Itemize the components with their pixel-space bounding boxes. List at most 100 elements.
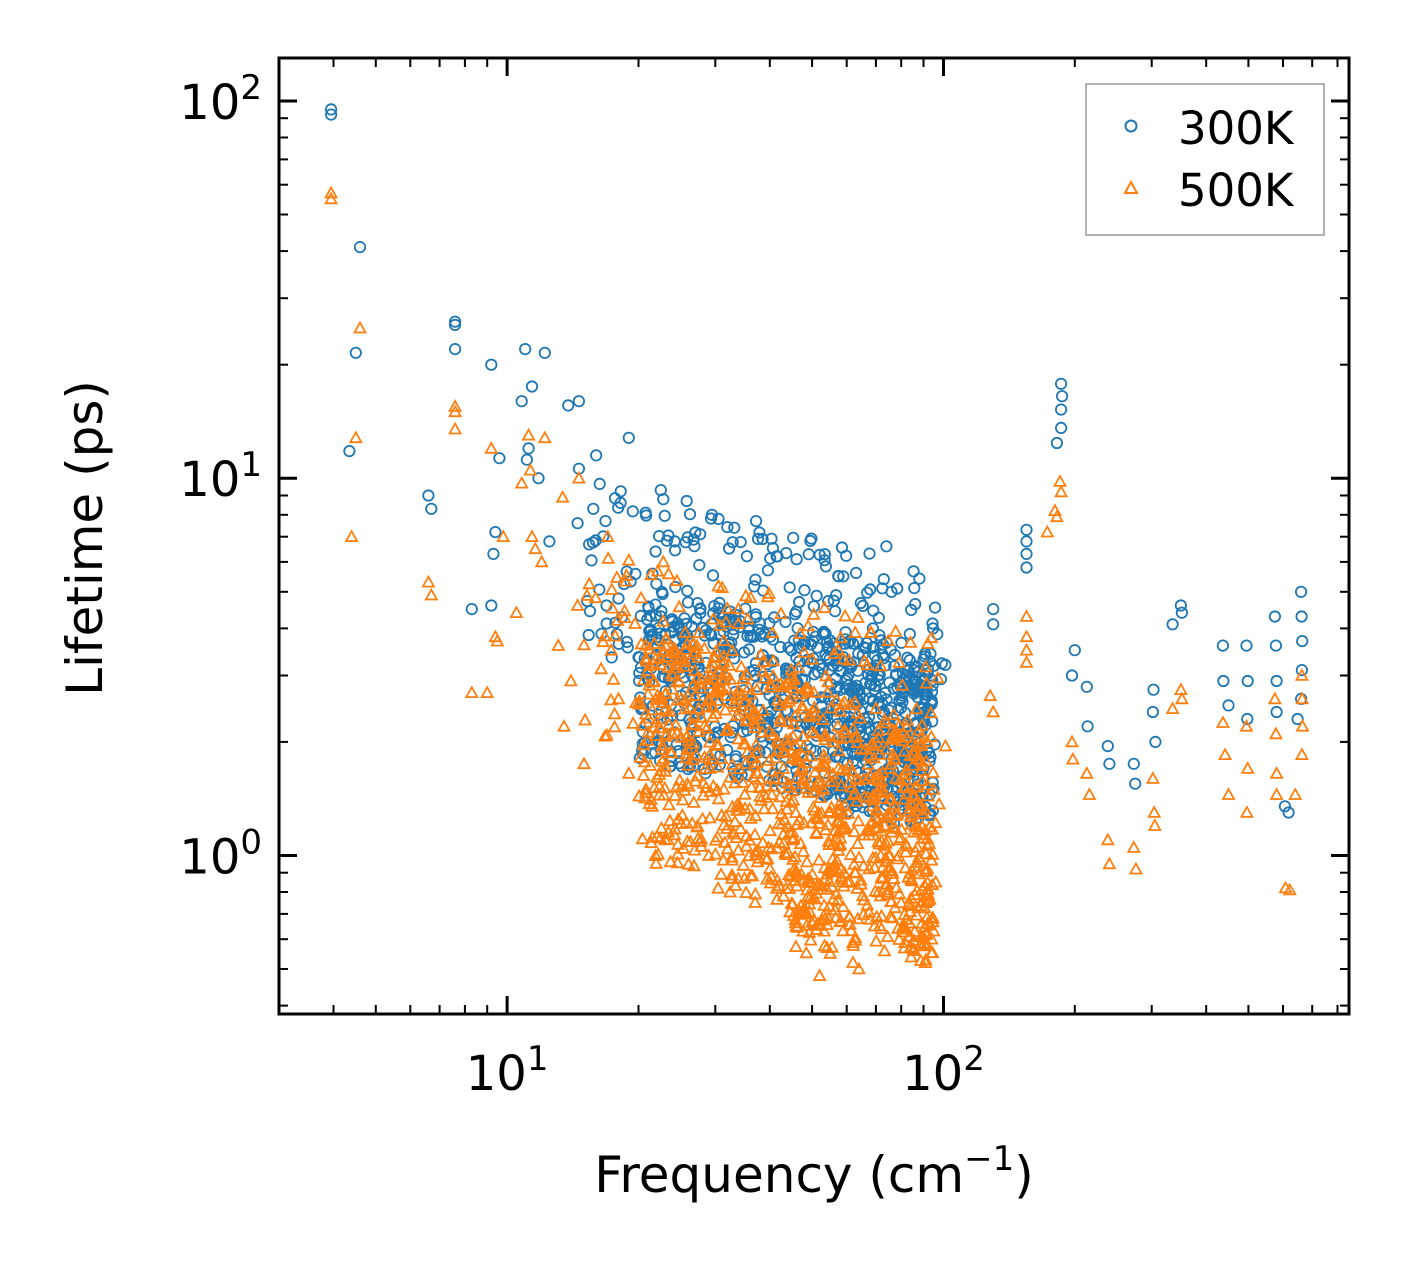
data-point bbox=[1052, 474, 1068, 487]
data-point bbox=[607, 706, 622, 720]
data-point bbox=[676, 651, 692, 665]
data-point bbox=[632, 693, 647, 707]
data-point bbox=[869, 933, 884, 947]
data-point bbox=[1147, 805, 1162, 818]
data-point bbox=[910, 900, 926, 914]
data-point bbox=[850, 610, 865, 623]
data-point bbox=[621, 552, 636, 566]
data-point bbox=[617, 603, 632, 617]
data-point bbox=[698, 761, 713, 774]
data-point bbox=[795, 747, 810, 761]
data-point bbox=[773, 606, 789, 619]
data-point bbox=[804, 724, 819, 738]
data-point bbox=[690, 831, 706, 844]
data-point bbox=[836, 899, 851, 913]
data-point bbox=[792, 634, 805, 647]
data-point bbox=[704, 751, 720, 764]
data-point bbox=[802, 548, 815, 561]
data-point bbox=[638, 638, 653, 651]
data-point bbox=[1020, 523, 1033, 536]
data-point bbox=[711, 880, 726, 894]
data-point bbox=[324, 103, 338, 116]
data-point bbox=[986, 704, 1001, 718]
data-point bbox=[635, 718, 650, 731]
data-point bbox=[908, 581, 921, 595]
data-point bbox=[856, 771, 871, 785]
data-point bbox=[924, 729, 939, 743]
data-point bbox=[1165, 701, 1180, 714]
data-point bbox=[735, 775, 750, 788]
data-point bbox=[876, 791, 891, 804]
data-point bbox=[480, 685, 495, 698]
data-point bbox=[572, 395, 586, 408]
data-point bbox=[649, 545, 662, 558]
data-point bbox=[813, 758, 828, 772]
data-point bbox=[645, 798, 660, 812]
data-point bbox=[926, 765, 941, 778]
y-tick-label: 101 bbox=[179, 445, 262, 508]
data-point bbox=[1147, 683, 1160, 696]
data-point bbox=[856, 907, 871, 920]
data-point bbox=[672, 599, 687, 613]
data-point bbox=[724, 849, 739, 863]
data-point bbox=[571, 470, 586, 484]
data-point bbox=[880, 540, 893, 553]
data-point bbox=[807, 600, 821, 613]
data-point bbox=[905, 757, 921, 771]
data-point bbox=[788, 873, 803, 886]
data-point bbox=[524, 529, 540, 542]
data-point bbox=[605, 651, 618, 664]
data-point bbox=[705, 629, 718, 642]
data-point bbox=[918, 659, 933, 673]
data-point bbox=[897, 743, 912, 757]
data-point bbox=[448, 399, 463, 412]
data-point bbox=[677, 783, 692, 796]
data-point bbox=[843, 847, 858, 860]
data-point bbox=[324, 185, 339, 199]
data-point bbox=[1270, 674, 1283, 688]
data-point bbox=[772, 835, 787, 848]
data-point bbox=[786, 716, 801, 730]
data-point bbox=[681, 531, 694, 544]
data-point bbox=[862, 722, 875, 735]
data-point bbox=[633, 750, 648, 763]
data-point bbox=[756, 664, 771, 677]
data-point bbox=[636, 768, 651, 781]
data-point bbox=[857, 827, 872, 841]
data-point bbox=[740, 712, 755, 725]
data-point bbox=[828, 605, 842, 618]
axis-ticks bbox=[278, 58, 1349, 1014]
data-point bbox=[1054, 484, 1069, 498]
data-point bbox=[687, 842, 702, 856]
data-point bbox=[863, 547, 876, 560]
data-point bbox=[839, 682, 852, 695]
data-point bbox=[670, 837, 686, 850]
data-point bbox=[807, 725, 822, 739]
data-point bbox=[877, 573, 890, 586]
data-point bbox=[1217, 674, 1230, 688]
data-point bbox=[816, 662, 829, 675]
data-point bbox=[448, 318, 462, 331]
data-point bbox=[490, 633, 505, 647]
data-point bbox=[1100, 832, 1115, 846]
data-point bbox=[731, 842, 746, 856]
tick-labels: 101 102 100 101 102 bbox=[179, 68, 985, 1102]
data-point bbox=[678, 746, 693, 760]
data-point bbox=[655, 585, 669, 599]
data-point bbox=[909, 701, 924, 715]
data-point bbox=[1268, 610, 1282, 623]
data-point bbox=[716, 633, 731, 647]
data-point bbox=[464, 685, 479, 698]
data-point bbox=[884, 791, 899, 805]
data-point bbox=[686, 858, 702, 872]
data-point bbox=[897, 935, 912, 948]
data-point bbox=[819, 881, 835, 895]
data-point bbox=[795, 776, 810, 789]
data-point bbox=[722, 884, 738, 898]
data-point bbox=[600, 617, 613, 630]
data-point bbox=[1055, 377, 1068, 390]
data-point bbox=[869, 802, 884, 815]
data-point bbox=[649, 598, 662, 611]
data-point bbox=[704, 512, 718, 525]
data-point bbox=[514, 475, 529, 489]
